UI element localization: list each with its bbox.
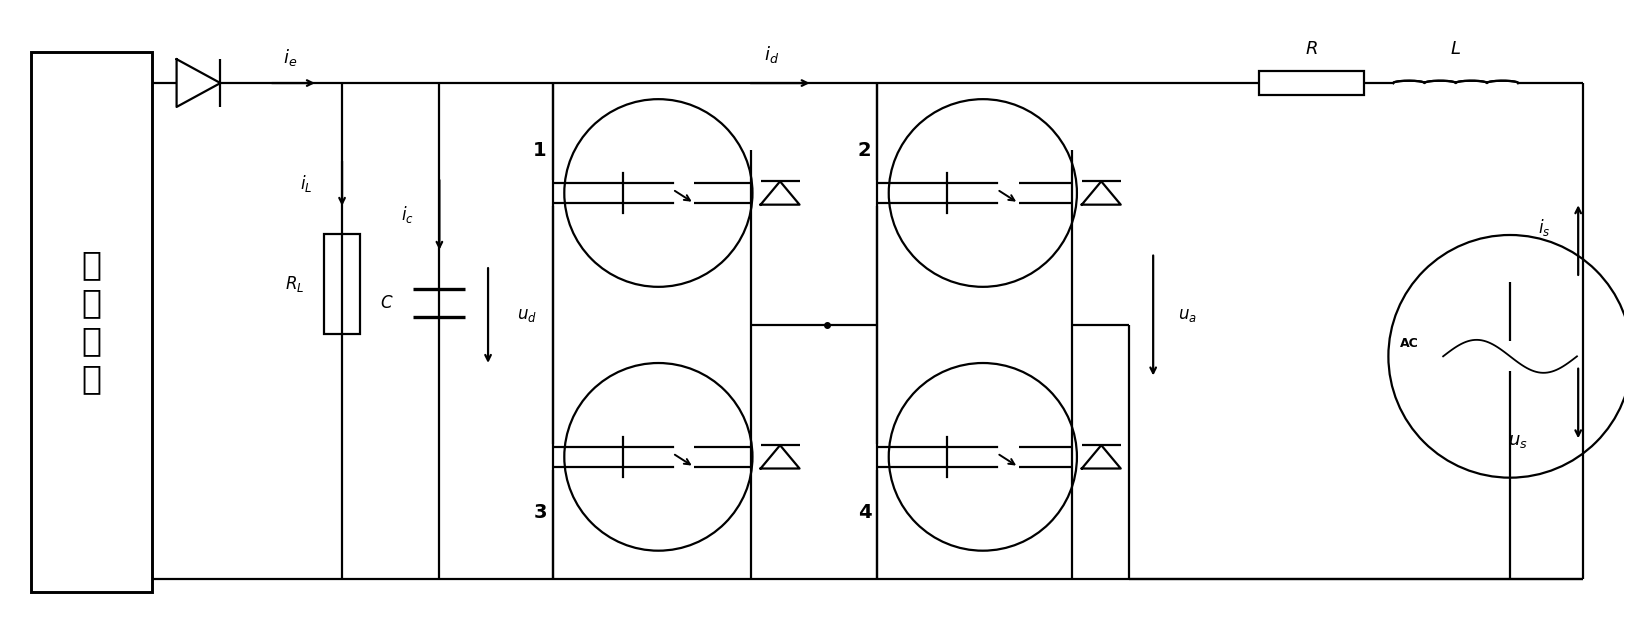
Bar (325, 234, 359, 334)
Text: 1: 1 (533, 141, 546, 160)
Text: 3: 3 (533, 503, 546, 522)
Text: 2: 2 (858, 141, 871, 160)
Text: $i_d$: $i_d$ (764, 44, 780, 65)
Text: $R_L$: $R_L$ (286, 274, 306, 294)
Text: $u_a$: $u_a$ (1178, 307, 1196, 324)
Text: $i_L$: $i_L$ (301, 173, 314, 194)
Text: $u_s$: $u_s$ (1508, 432, 1527, 450)
Text: $i_c$: $i_c$ (401, 204, 413, 225)
Text: $i_e$: $i_e$ (283, 47, 297, 68)
Text: 4: 4 (858, 503, 871, 522)
Text: $u_d$: $u_d$ (517, 307, 538, 324)
Text: $C$: $C$ (380, 294, 393, 312)
Text: $i_s$: $i_s$ (1539, 217, 1550, 238)
Text: $L$: $L$ (1450, 40, 1461, 57)
Bar (1393, 83, 1518, 282)
Bar (31, 52, 153, 592)
Bar (1259, 71, 1363, 95)
Text: AC: AC (1401, 338, 1419, 350)
Text: 光
伏
阵
列: 光 伏 阵 列 (81, 248, 101, 396)
Text: $R$: $R$ (1305, 40, 1318, 57)
